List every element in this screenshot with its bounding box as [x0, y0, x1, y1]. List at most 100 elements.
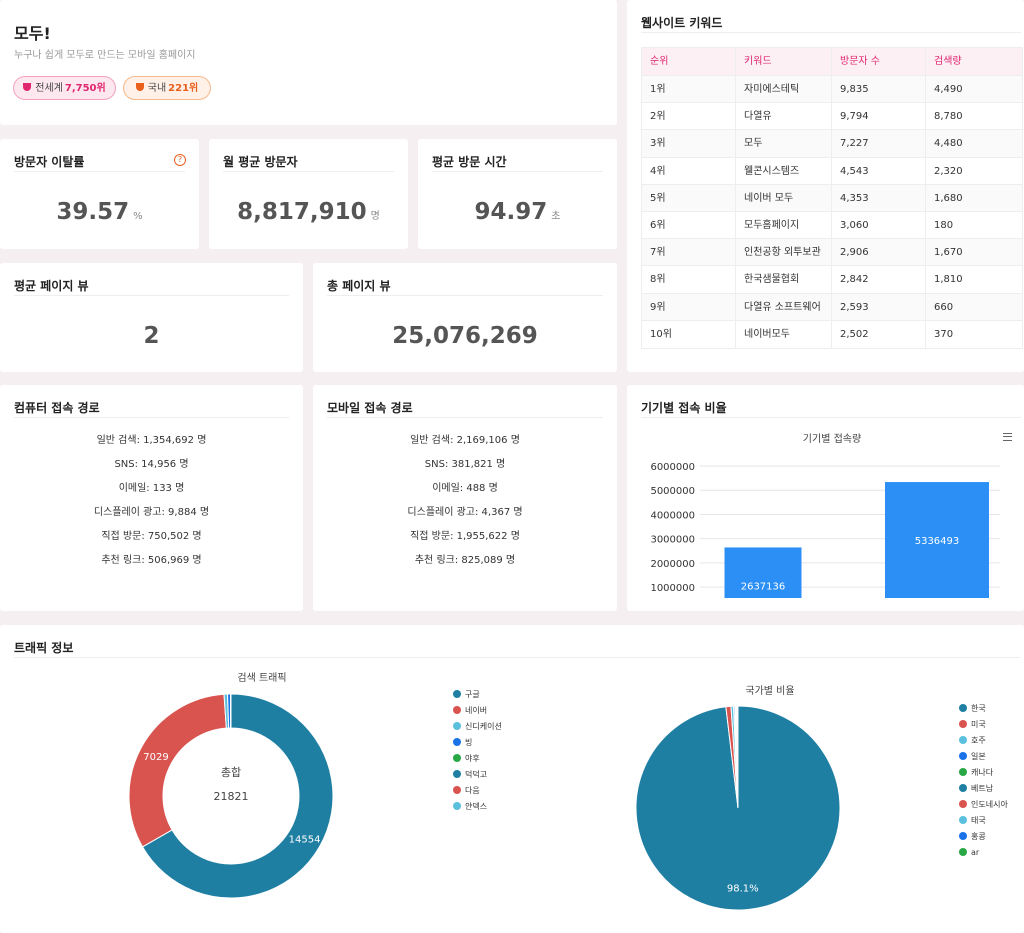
section-title: 트래픽 정보	[14, 641, 74, 655]
legend-label: 미국	[971, 720, 986, 729]
slice	[141, 693, 334, 899]
legend-swatch	[453, 786, 461, 794]
rank-badge: 전세계 7,750위	[13, 76, 116, 100]
route-line: 일반 검색: 1,354,692 명	[96, 435, 207, 446]
table-cell: 9위	[641, 292, 737, 322]
stat-number: 8,817,910	[237, 199, 367, 225]
chart-title: 검색 트래픽	[237, 672, 286, 684]
divider	[14, 417, 289, 418]
stat-number: 2	[143, 323, 160, 349]
card	[209, 139, 408, 249]
divider	[14, 657, 1020, 658]
legend-label: 호주	[971, 736, 986, 745]
legend-label: 네이버	[465, 705, 487, 715]
stat-number: 94.97	[474, 199, 548, 225]
center-label: 총합	[221, 766, 241, 779]
trophy-icon	[23, 83, 32, 91]
legend-swatch	[453, 690, 461, 698]
route-line: 추천 링크: 506,969 명	[101, 555, 202, 566]
table-cell: 4,490	[925, 75, 1023, 104]
legend-swatch	[959, 704, 967, 712]
chart-title: 기기별 접속량	[803, 433, 861, 445]
card	[0, 139, 199, 249]
y-tick-label: 6000000	[650, 462, 695, 473]
divider	[223, 171, 394, 172]
table-header: 순위	[641, 47, 737, 77]
legend-swatch	[959, 752, 967, 760]
table-header: 방문자 수	[831, 47, 927, 77]
menu-icon-bar	[1003, 436, 1012, 437]
y-tick-label: 4000000	[650, 510, 695, 521]
table-cell: 9,835	[831, 75, 927, 104]
trophy-icon	[135, 83, 144, 91]
site-title: 모두!	[14, 24, 51, 43]
slice-label: 98.1%	[727, 883, 759, 894]
card	[0, 263, 303, 372]
stat-value: 94.97 초	[418, 199, 617, 225]
card	[0, 0, 617, 125]
legend-swatch	[453, 722, 461, 730]
y-tick-label: 5000000	[650, 486, 695, 497]
table-cell: 인천공항 외투보관	[735, 238, 833, 268]
section-title: 월 평균 방문자	[223, 155, 298, 169]
bar	[885, 482, 989, 598]
table-cell: 180	[925, 211, 1023, 240]
stat-number: 39.57	[56, 199, 130, 225]
route-line: SNS: 381,821 명	[424, 459, 506, 470]
stat-value: 2	[0, 323, 303, 349]
legend-label: 얀덱스	[465, 801, 487, 811]
slice-label: 7029	[143, 752, 168, 763]
bar-value-label: 5336493	[915, 536, 960, 547]
legend-label: 빙	[465, 738, 472, 747]
badge-rank: 221위	[168, 83, 199, 94]
badge-rank: 7,750위	[64, 83, 106, 94]
section-title: 총 페이지 뷰	[327, 279, 391, 293]
legend-swatch	[959, 800, 967, 808]
route-line: 디스플레이 광고: 4,367 명	[407, 507, 523, 518]
card	[0, 385, 303, 611]
divider	[641, 417, 1021, 418]
table-cell: 1,810	[925, 265, 1023, 295]
stat-unit: 초	[551, 211, 561, 222]
legend-label: 덕덕고	[465, 769, 487, 779]
legend-swatch	[959, 720, 967, 728]
legend-label: 태국	[971, 816, 986, 825]
divider	[641, 32, 1021, 33]
table-cell: 4,480	[925, 129, 1023, 159]
bar	[724, 547, 802, 598]
divider	[432, 171, 603, 172]
badge-label: 국내	[147, 83, 167, 94]
stat-unit: %	[133, 211, 143, 222]
stat-value: 39.57%	[0, 199, 199, 225]
table-cell: 1,670	[925, 238, 1023, 268]
bar-value-label: 2637136	[741, 582, 786, 593]
slice	[128, 693, 227, 848]
legend-swatch	[453, 770, 461, 778]
section-title: 평균 방문 시간	[432, 155, 507, 169]
divider	[327, 295, 603, 296]
divider	[327, 417, 603, 418]
table-cell: 7,227	[831, 129, 927, 159]
chart-title: 국가별 비율	[745, 685, 794, 697]
center-total: 21821	[214, 790, 249, 803]
site-subtitle: 누구나 쉽게 모두로 만드는 모바일 홈페이지	[14, 50, 196, 61]
table-cell: 네이버 모두	[735, 183, 833, 213]
legend-swatch	[959, 848, 967, 856]
route-line: SNS: 14,956 명	[114, 459, 189, 470]
card	[313, 385, 617, 611]
route-line: 일반 검색: 2,169,106 명	[410, 435, 520, 446]
help-icon: ?	[174, 154, 186, 166]
divider	[14, 171, 185, 172]
table-cell: 3,060	[831, 211, 927, 240]
legend-label: 다음	[465, 786, 480, 795]
legend-swatch	[453, 754, 461, 762]
table-cell: 2,502	[831, 319, 927, 349]
legend-swatch	[959, 736, 967, 744]
stat-unit: 명	[370, 211, 380, 222]
legend-label: 베트남	[971, 784, 994, 793]
legend-label: 홍콩	[971, 831, 986, 841]
legend-label: 인도네시아	[971, 799, 1008, 809]
table-cell: 자미에스테틱	[735, 75, 833, 104]
legend-label: 야후	[465, 753, 480, 763]
